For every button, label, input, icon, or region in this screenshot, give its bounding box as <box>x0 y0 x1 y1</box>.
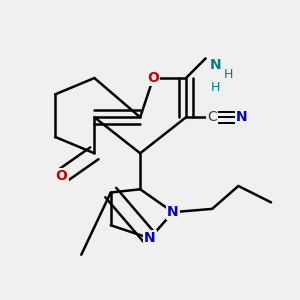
Text: C: C <box>207 110 217 124</box>
Text: N: N <box>210 58 221 72</box>
Text: O: O <box>56 169 68 183</box>
Text: H: H <box>224 68 233 81</box>
Text: N: N <box>236 110 248 124</box>
Text: H: H <box>211 81 220 94</box>
Text: O: O <box>147 71 159 85</box>
Text: N: N <box>144 231 156 245</box>
Text: N: N <box>167 205 179 219</box>
